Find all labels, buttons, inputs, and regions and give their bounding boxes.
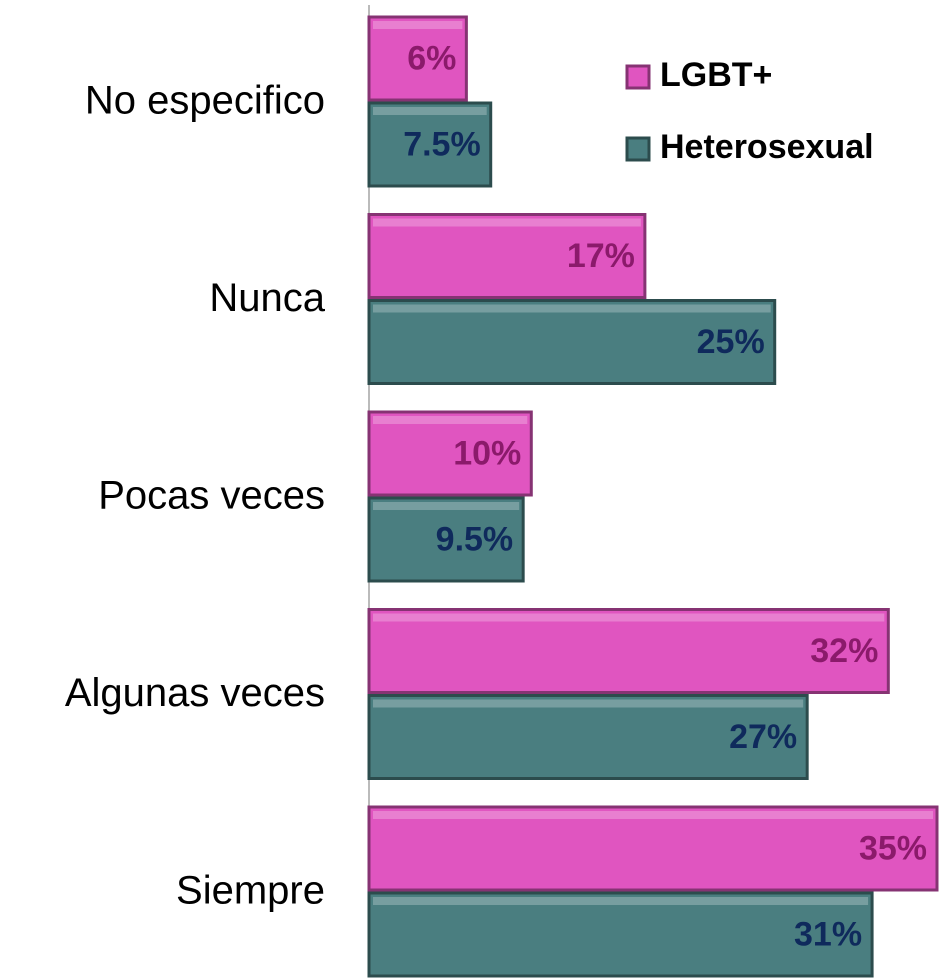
bar bbox=[367, 15, 468, 102]
bar bbox=[367, 805, 939, 892]
bar-highlight bbox=[373, 304, 771, 313]
category-label: Pocas veces bbox=[98, 474, 325, 518]
bar bbox=[367, 694, 809, 780]
category-label: No especifico bbox=[85, 79, 325, 123]
legend-swatch bbox=[625, 136, 651, 162]
bar-highlight bbox=[373, 613, 885, 622]
value-label: 27% bbox=[729, 718, 797, 756]
value-label: 31% bbox=[794, 915, 862, 953]
legend-label: Heterosexual bbox=[660, 128, 874, 166]
bar-highlight bbox=[373, 218, 641, 227]
bar-highlight bbox=[373, 811, 933, 819]
bar-highlight bbox=[373, 107, 487, 115]
bar bbox=[367, 410, 533, 497]
value-label: 25% bbox=[697, 323, 765, 361]
category-label: Siempre bbox=[176, 869, 325, 913]
bar bbox=[367, 101, 493, 188]
bar bbox=[367, 213, 647, 299]
category-label: Algunas veces bbox=[65, 671, 325, 715]
bar-highlight bbox=[373, 416, 528, 424]
value-label: 6% bbox=[407, 39, 456, 77]
bar-highlight bbox=[373, 21, 463, 29]
value-label: 32% bbox=[810, 632, 878, 670]
bar bbox=[367, 299, 777, 385]
bar-highlight bbox=[373, 699, 804, 708]
value-label: 35% bbox=[859, 829, 927, 867]
bar-highlight bbox=[373, 502, 520, 510]
value-label: 10% bbox=[453, 434, 521, 472]
bar bbox=[367, 891, 874, 978]
category-label: Nunca bbox=[209, 276, 325, 320]
legend-label: LGBT+ bbox=[660, 56, 772, 94]
bar-highlight bbox=[373, 897, 869, 905]
bar bbox=[367, 496, 525, 583]
value-label: 7.5% bbox=[403, 125, 481, 163]
value-label: 17% bbox=[567, 237, 635, 275]
bar bbox=[367, 608, 890, 694]
value-label: 9.5% bbox=[436, 520, 514, 558]
legend-swatch bbox=[625, 64, 651, 90]
